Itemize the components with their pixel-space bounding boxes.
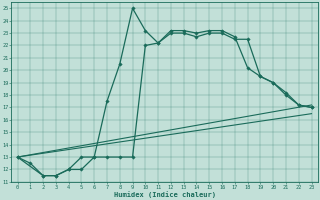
X-axis label: Humidex (Indice chaleur): Humidex (Indice chaleur) [114,191,215,198]
